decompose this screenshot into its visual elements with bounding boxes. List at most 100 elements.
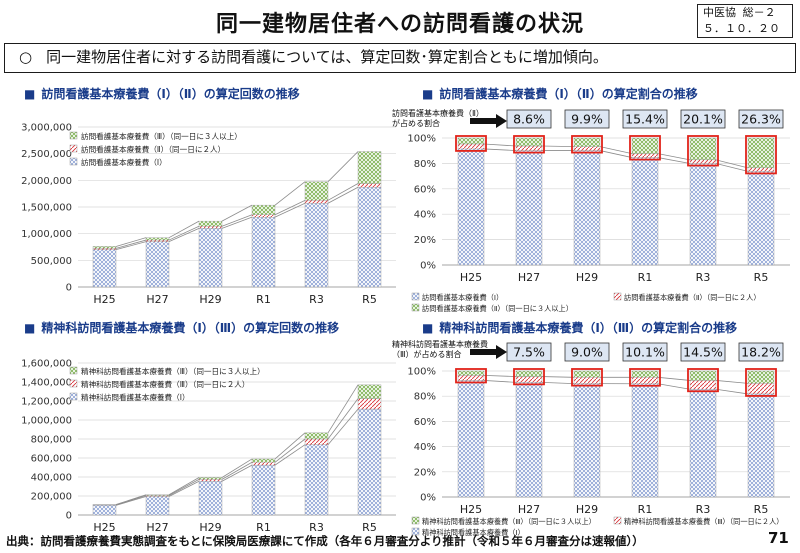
summary-bullet: ○ xyxy=(19,48,33,66)
bar-type1 xyxy=(573,150,601,266)
connector-line xyxy=(221,464,253,482)
share-label-text: 14.5% xyxy=(683,345,723,360)
connector-line xyxy=(327,151,359,182)
highlight-frame xyxy=(513,368,545,386)
y-tick-label: 2,000,000 xyxy=(21,176,72,187)
connector-line xyxy=(657,153,691,161)
connector-line xyxy=(274,438,306,463)
y-tick-label: 40% xyxy=(414,210,436,221)
title-square-icon: ■ xyxy=(422,87,434,101)
y-tick-label: 100% xyxy=(407,367,436,378)
bar-type1 xyxy=(573,383,601,498)
x-tick-label: R5 xyxy=(362,521,377,534)
connector-line xyxy=(221,216,253,229)
share-label-text: 7.5% xyxy=(513,345,545,360)
connector-line xyxy=(115,496,147,506)
bar-same-three xyxy=(92,246,117,249)
highlight-frame xyxy=(571,135,603,154)
y-tick-label: 500,000 xyxy=(31,256,72,267)
connector-line xyxy=(274,181,306,206)
legend-label: 精神科訪問看護基本療養費（Ⅲ）（同一日に２人） xyxy=(624,517,783,526)
arrow-right-icon xyxy=(470,345,507,359)
bar-type1 xyxy=(631,157,659,266)
summary-box: ○ 同一建物居住者に対する訪問看護については、算定回数･算定割合ともに増加傾向。 xyxy=(4,43,796,73)
chart-visits: 0 500,000 1,000,000 1,500,000 2,000,000 2,500… xyxy=(21,123,396,306)
y-tick-label: 1,000,000 xyxy=(21,229,72,240)
connector-line xyxy=(327,183,359,201)
y-tick-label: 20% xyxy=(414,467,436,478)
share-label-box xyxy=(506,109,552,129)
legend-label: 精神科訪問看護基本療養費（Ⅲ）（同一日に２人） xyxy=(81,379,250,389)
connector-line xyxy=(483,143,517,147)
legend-swatch xyxy=(69,157,78,166)
share-note-line: が占める割合 xyxy=(392,119,440,128)
share-label: 7.5% xyxy=(506,342,552,362)
bar-same-two xyxy=(747,167,775,172)
connector-line xyxy=(115,241,147,251)
connector-line xyxy=(483,148,517,151)
share-label-text: 15.4% xyxy=(625,112,665,127)
y-tick-label: 600,000 xyxy=(31,454,72,465)
panel-title-ratio: ■ 訪問看護基本療養費（Ⅰ）（Ⅱ）の算定割合の推移 xyxy=(422,85,698,102)
panel-title-psych-visits: ■ 精神科訪問看護基本療養費（Ⅰ）（Ⅲ）の算定回数の推移 xyxy=(24,319,339,336)
bar-same-three xyxy=(198,220,223,227)
share-label-text: 8.6% xyxy=(513,112,545,127)
connector-line xyxy=(327,398,359,440)
title-square-icon: ■ xyxy=(422,321,434,335)
share-label-text: 18.2% xyxy=(741,345,781,360)
panel-title-visits: ■ 訪問看護基本療養費（Ⅰ）（Ⅱ）の算定回数の推移 xyxy=(24,85,300,102)
connector-line xyxy=(168,227,200,243)
x-tick-label: H27 xyxy=(518,271,540,284)
bar-same-three xyxy=(747,137,775,169)
legend-label: 訪問看護基本療養費（Ⅱ）（同一日に２人） xyxy=(81,144,225,154)
bar-same-three xyxy=(689,137,717,161)
x-tick-label: R3 xyxy=(309,521,324,534)
x-tick-label: H27 xyxy=(518,503,540,516)
bar-same-three xyxy=(631,137,659,154)
y-tick-label: 100% xyxy=(407,134,436,145)
bar-type1 xyxy=(251,216,276,288)
y-tick-label: 60% xyxy=(414,184,436,195)
connector-line xyxy=(274,444,306,466)
legend-swatch xyxy=(69,379,78,388)
y-tick-label: 400,000 xyxy=(31,473,72,484)
bar-same-two xyxy=(304,200,329,204)
highlight-frame xyxy=(629,368,661,387)
bar-same-two xyxy=(145,239,170,242)
committee-badge: 中医協 総－２ ５．１０．２０ xyxy=(697,4,793,38)
panel-title-text: 精神科訪問看護基本療養費（Ⅰ）（Ⅲ）の算定割合の推移 xyxy=(439,321,738,335)
share-label: 8.6% xyxy=(506,109,552,129)
connector-line xyxy=(274,199,306,216)
highlight-frame xyxy=(745,135,777,175)
share-note-psych: 精神科訪問看護基本療養費 （Ⅲ）が占める割合 xyxy=(392,340,488,360)
badge-line-1: 中医協 総－２ xyxy=(703,6,776,19)
y-tick-label: 3,000,000 xyxy=(21,123,72,134)
bar-same-two xyxy=(251,462,276,466)
share-label-box xyxy=(680,109,726,129)
bar-same-three xyxy=(251,458,276,463)
share-label-box xyxy=(564,109,610,129)
legend-swatch xyxy=(411,527,420,536)
y-tick-label: 0 xyxy=(66,283,72,294)
y-tick-label: 80% xyxy=(414,392,436,403)
legend-label: 訪問看護基本療養費（Ⅱ）（同一日に３人以上） xyxy=(422,304,573,313)
share-note-line: （Ⅲ）が占める割合 xyxy=(392,350,462,359)
summary-text: 同一建物居住者に対する訪問看護については、算定回数･算定割合ともに増加傾向。 xyxy=(46,48,608,66)
chart-psych-ratio: 0% 20% 40% 60% 80% 100% H25 H27 H29 R1 R3 R5 7.5% 9.0… xyxy=(407,342,790,537)
bar-same-three xyxy=(515,370,543,377)
bar-same-two xyxy=(573,146,601,151)
bar-type1 xyxy=(515,150,543,266)
share-label-text: 9.0% xyxy=(571,345,603,360)
bar-same-three xyxy=(357,384,382,399)
connector-line xyxy=(168,477,200,496)
share-label-box xyxy=(738,109,784,129)
connector-line xyxy=(541,145,575,148)
y-tick-label: 800,000 xyxy=(31,435,72,446)
connector-line xyxy=(541,376,575,378)
bar-same-two xyxy=(631,377,659,384)
bar-same-three xyxy=(573,370,601,378)
bar-same-two xyxy=(457,375,485,381)
x-tick-label: R3 xyxy=(696,503,711,516)
share-label-text: 20.1% xyxy=(683,112,723,127)
highlight-frame xyxy=(687,368,719,393)
